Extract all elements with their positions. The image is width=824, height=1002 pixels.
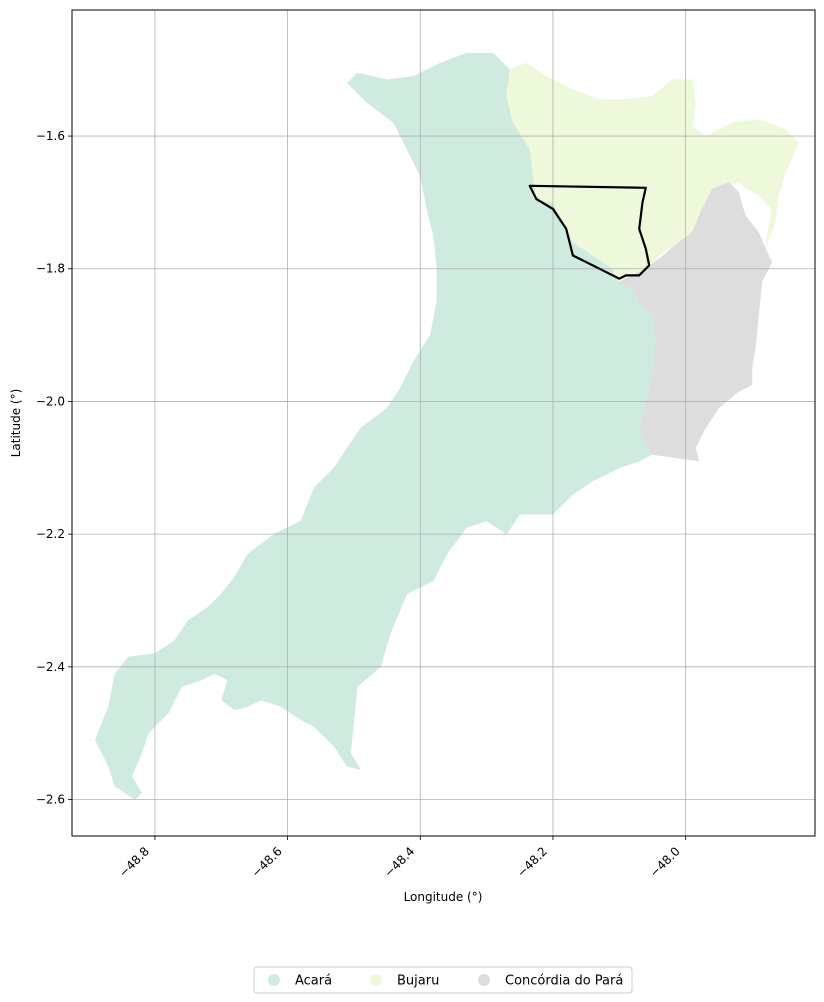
legend-marker-bujaru [370,974,382,986]
grid-layer [72,10,815,836]
y-axis-ticks: −1.6 −1.8 −2.0 −2.2 −2.4 −2.6 [36,129,72,807]
y-tick-label: −2.0 [36,394,65,408]
plot-frame [71,9,816,837]
legend-marker-concordia [478,974,490,986]
y-tick-label: −1.6 [36,129,65,143]
y-tick-label: −2.6 [36,793,65,807]
legend-marker-acara [268,974,280,986]
regions-layer [94,52,799,800]
region-concordia-do-para [618,182,773,462]
y-axis-label: Latitude (°) [9,389,23,458]
highlight-layer [528,184,651,280]
y-tick-label: −2.2 [36,527,65,541]
legend-label-concordia: Concórdia do Pará [505,974,623,989]
legend-label-acara: Acará [295,974,332,989]
y-tick-label: −1.8 [36,262,65,276]
legend-label-bujaru: Bujaru [397,974,439,989]
region-bujaru [506,62,799,303]
highlighted-area-outline [528,184,651,280]
legend-box [253,966,633,994]
y-tick-label: −2.4 [36,660,65,674]
x-axis-label: Longitude (°) [404,890,483,904]
legend: Acará Bujaru Concórdia do Pará [253,966,633,994]
